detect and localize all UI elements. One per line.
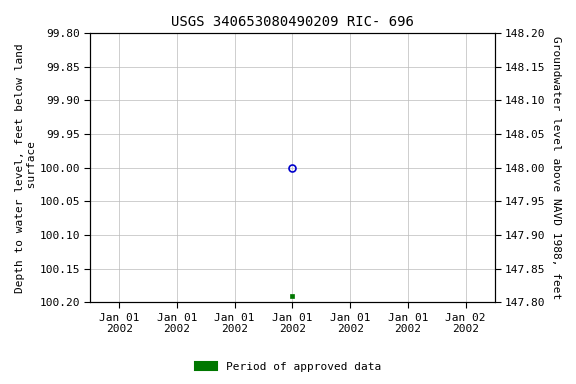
Title: USGS 340653080490209 RIC- 696: USGS 340653080490209 RIC- 696 <box>171 15 414 29</box>
Y-axis label: Groundwater level above NAVD 1988, feet: Groundwater level above NAVD 1988, feet <box>551 36 561 299</box>
Legend: Period of approved data: Period of approved data <box>191 358 385 377</box>
Y-axis label: Depth to water level, feet below land
 surface: Depth to water level, feet below land su… <box>15 43 37 293</box>
